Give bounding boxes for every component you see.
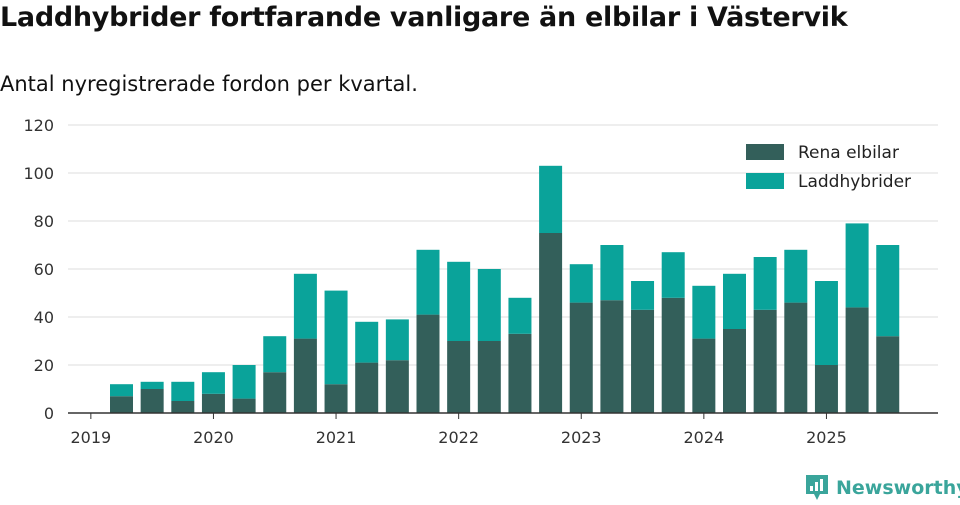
y-tick-label: 40 xyxy=(34,308,54,327)
bar-rena-elbilar xyxy=(110,396,133,413)
legend: Rena elbilar Laddhybrider xyxy=(746,143,911,192)
bar-rena-elbilar xyxy=(324,384,348,413)
brand-name: Newsworthy xyxy=(836,477,960,499)
bar-rena-elbilar xyxy=(508,333,532,413)
bar-laddhybrider xyxy=(171,381,195,401)
bar-laddhybrider xyxy=(539,165,563,233)
bar-rena-elbilar xyxy=(723,329,746,413)
bars xyxy=(110,165,900,413)
bar-rena-elbilar xyxy=(140,389,164,413)
bar-laddhybrider xyxy=(140,381,164,389)
bar-laddhybrider xyxy=(876,245,900,337)
x-tick-label: 2019 xyxy=(70,428,111,447)
brand-logo: Newsworthy xyxy=(804,474,960,502)
bar-rena-elbilar xyxy=(631,309,655,413)
y-tick-label: 100 xyxy=(23,164,54,183)
y-tick-label: 60 xyxy=(34,260,54,279)
bar-laddhybrider xyxy=(293,273,317,339)
bar-rena-elbilar xyxy=(692,338,716,413)
bar-rena-elbilar xyxy=(569,302,593,413)
bar-laddhybrider xyxy=(324,290,348,385)
x-tick-label: 2023 xyxy=(561,428,602,447)
x-tick-label: 2025 xyxy=(806,428,847,447)
bar-rena-elbilar xyxy=(201,393,225,413)
bar-laddhybrider xyxy=(110,384,133,397)
bar-rena-elbilar xyxy=(876,336,900,413)
bar-rena-elbilar xyxy=(263,372,287,413)
bar-rena-elbilar xyxy=(539,233,563,413)
bar-rena-elbilar xyxy=(355,362,379,413)
chart-subtitle: Antal nyregistrerade fordon per kvartal. xyxy=(0,72,418,96)
bar-laddhybrider xyxy=(232,365,256,399)
bar-laddhybrider xyxy=(661,252,685,298)
y-tick-label: 20 xyxy=(34,356,54,375)
x-tick-label: 2020 xyxy=(193,428,234,447)
bar-laddhybrider xyxy=(477,269,501,341)
bar-laddhybrider xyxy=(447,261,471,341)
bar-laddhybrider xyxy=(201,372,225,394)
legend-label-laddhybrider: Laddhybrider xyxy=(798,172,911,192)
bar-rena-elbilar xyxy=(753,309,777,413)
y-axis-ticks: 0 20 40 60 80 100 120 xyxy=(23,116,54,423)
newsworthy-logo-icon xyxy=(806,475,828,500)
x-tick-label: 2022 xyxy=(438,428,479,447)
chart-title: Laddhybrider fortfarande vanligare än el… xyxy=(0,2,848,33)
bar-rena-elbilar xyxy=(293,338,317,413)
y-tick-label: 0 xyxy=(44,404,54,423)
bar-laddhybrider xyxy=(355,321,379,363)
bar-rena-elbilar xyxy=(477,341,501,413)
bar-laddhybrider xyxy=(569,264,593,303)
bar-laddhybrider xyxy=(814,281,838,365)
bar-rena-elbilar xyxy=(814,365,838,413)
bar-rena-elbilar xyxy=(661,297,685,413)
bar-laddhybrider xyxy=(692,285,716,339)
bar-laddhybrider xyxy=(385,319,409,361)
bar-laddhybrider xyxy=(753,257,777,310)
x-axis: 2019 2020 2021 2022 2023 2024 2025 xyxy=(68,412,938,447)
bar-laddhybrider xyxy=(263,336,287,373)
bar-laddhybrider xyxy=(631,281,655,310)
x-tick-label: 2021 xyxy=(316,428,357,447)
bar-rena-elbilar xyxy=(784,302,808,413)
bar-laddhybrider xyxy=(600,245,624,301)
bar-laddhybrider xyxy=(845,223,869,308)
y-tick-label: 80 xyxy=(34,212,54,231)
bar-laddhybrider xyxy=(723,273,746,329)
y-tick-label: 120 xyxy=(23,116,54,135)
bar-rena-elbilar xyxy=(600,300,624,413)
bar-rena-elbilar xyxy=(447,341,471,413)
bar-rena-elbilar xyxy=(232,398,256,413)
bar-rena-elbilar xyxy=(416,314,440,413)
legend-swatch-laddhybrider xyxy=(746,173,784,189)
bar-laddhybrider xyxy=(784,249,808,303)
bar-rena-elbilar xyxy=(385,360,409,413)
x-tick-label: 2024 xyxy=(683,428,724,447)
bar-rena-elbilar xyxy=(845,307,869,413)
legend-label-rena-elbilar: Rena elbilar xyxy=(798,143,899,163)
bar-laddhybrider xyxy=(416,249,440,315)
bar-rena-elbilar xyxy=(171,401,195,413)
legend-swatch-rena-elbilar xyxy=(746,144,784,160)
bar-laddhybrider xyxy=(508,297,532,334)
